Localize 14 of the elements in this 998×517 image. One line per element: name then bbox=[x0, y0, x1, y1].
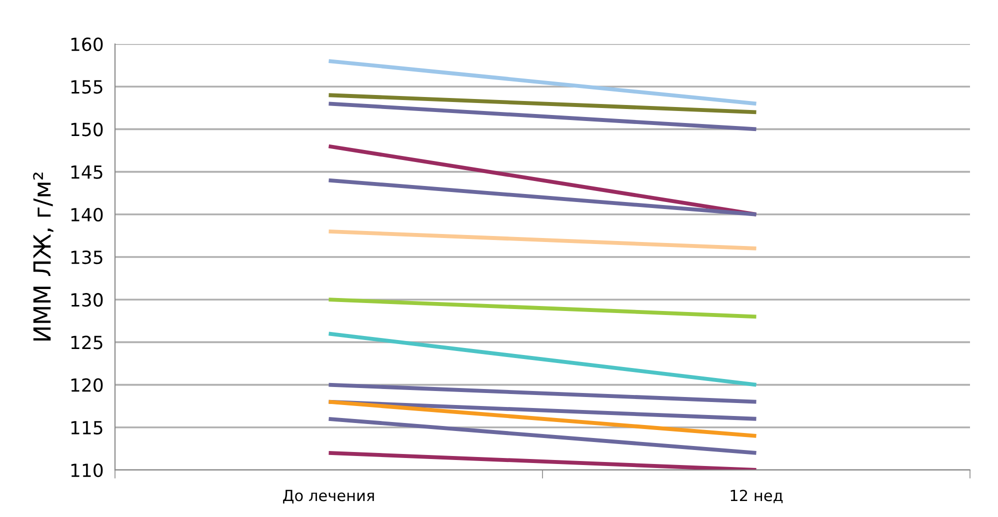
y-tick-label: 135 bbox=[71, 250, 102, 264]
y-tick-label: 115 bbox=[71, 421, 102, 435]
y-tick-label: 125 bbox=[71, 336, 102, 350]
y-tick-label: 150 bbox=[71, 122, 103, 136]
y-axis-title: ИММ ЛЖ, г/м² bbox=[33, 172, 54, 341]
x-tick-label: 12 нед bbox=[730, 490, 783, 504]
x-tick-label: До лечения bbox=[283, 490, 374, 504]
y-tick-label: 140 bbox=[71, 208, 103, 222]
y-tick-label: 160 bbox=[71, 37, 103, 52]
y-tick-label: 155 bbox=[71, 80, 102, 94]
y-tick-label: 110 bbox=[71, 463, 103, 478]
y-tick-label: 145 bbox=[71, 165, 102, 179]
y-tick-label: 130 bbox=[71, 293, 103, 307]
y-tick-label: 120 bbox=[71, 378, 103, 392]
